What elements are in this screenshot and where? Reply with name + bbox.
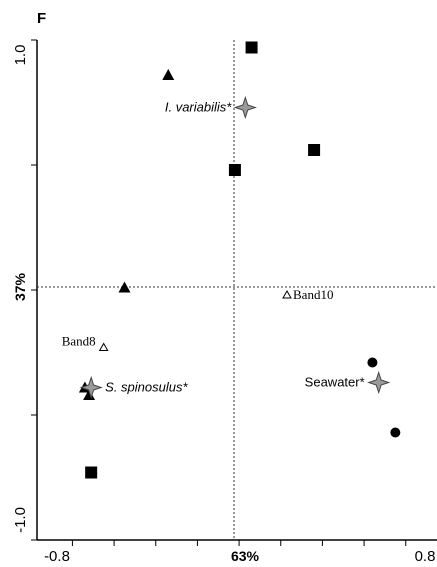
triangle-marker — [118, 281, 131, 293]
point-labels: I. variabilis* S. spinosulus* Seawater* Ban… — [62, 100, 365, 395]
x-tick-label-right: 0.8 — [415, 548, 436, 565]
circle-marker — [390, 427, 401, 438]
square-marker — [308, 144, 321, 156]
point-label: Band8 — [62, 334, 96, 349]
point-label: S. spinosulus* — [105, 380, 188, 395]
open-triangle-marker — [282, 289, 292, 299]
x-axis-percent-label: 63% — [231, 548, 260, 564]
square-marker — [85, 466, 98, 479]
star-marker — [367, 370, 391, 395]
axis-ticks — [31, 39, 407, 546]
square-marker — [228, 164, 241, 176]
star-marker — [79, 375, 103, 400]
triangle-marker — [83, 389, 96, 400]
y-tick-label-top: 1.0 — [12, 45, 29, 66]
y-tick-label-bottom: -1.0 — [12, 507, 29, 533]
open-triangle-marker — [98, 342, 109, 351]
x-tick-label-left: -0.8 — [44, 548, 70, 565]
square-marker — [245, 41, 258, 54]
triangle-marker — [162, 69, 175, 80]
point-label: I. variabilis* — [165, 100, 232, 115]
point-label: Band10 — [293, 287, 333, 302]
circle-marker — [367, 357, 378, 368]
data-points — [78, 41, 401, 479]
y-axis-percent-label: 37% — [12, 272, 28, 301]
star-marker — [233, 95, 257, 120]
panel-label: F — [37, 10, 46, 27]
point-label: Seawater* — [305, 375, 365, 390]
